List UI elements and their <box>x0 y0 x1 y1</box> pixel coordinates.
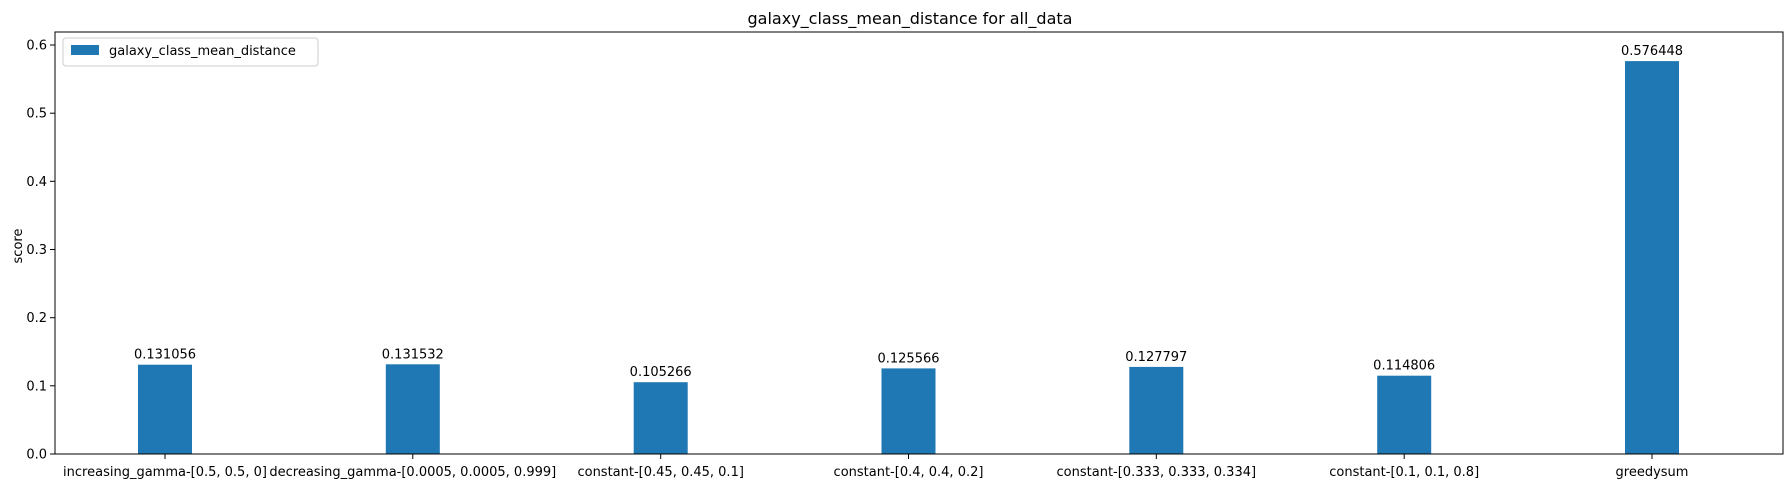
x-tick-label: constant-[0.333, 0.333, 0.334] <box>1057 465 1257 480</box>
bar <box>385 364 440 454</box>
chart-title: galaxy_class_mean_distance for all_data <box>748 9 1073 29</box>
x-tick-label: constant-[0.1, 0.1, 0.8] <box>1329 465 1479 480</box>
legend-swatch <box>71 45 99 55</box>
y-axis-label: score <box>11 229 26 264</box>
bar-value-labels: 0.131056 0.131532 0.105266 0.125566 0.127797… <box>134 44 1683 380</box>
bar-value-label: 0.114806 <box>1373 359 1435 374</box>
x-tick-label: increasing_gamma-[0.5, 0.5, 0] <box>63 465 267 480</box>
bar-value-label: 0.131532 <box>382 347 444 362</box>
y-tick-label: 0.2 <box>26 311 47 326</box>
y-tick-label: 0.4 <box>26 175 47 190</box>
bar <box>1129 366 1184 454</box>
y-tick-label: 0.1 <box>26 379 47 394</box>
y-tick-label: 0.6 <box>26 39 47 54</box>
x-tick-label: decreasing_gamma-[0.0005, 0.0005, 0.999] <box>269 465 556 480</box>
bar <box>1377 375 1432 454</box>
legend-box <box>62 37 319 67</box>
x-axis-ticks: increasing_gamma-[0.5, 0.5, 0] decreasing… <box>63 454 1688 480</box>
x-tick-label: constant-[0.4, 0.4, 0.2] <box>834 465 984 480</box>
x-tick-label: constant-[0.45, 0.45, 0.1] <box>577 465 743 480</box>
plot-frame <box>54 31 1784 455</box>
bar-value-label: 0.105266 <box>630 365 692 380</box>
legend: galaxy_class_mean_distance <box>62 37 319 67</box>
y-tick-label: 0.3 <box>26 243 47 258</box>
bar <box>1625 61 1679 454</box>
x-tick-label: greedysum <box>1616 465 1689 480</box>
bar-value-label: 0.125566 <box>877 351 939 366</box>
bar <box>881 368 936 454</box>
bar-value-label: 0.576448 <box>1621 44 1683 59</box>
y-tick-label: 0.0 <box>26 448 47 463</box>
bar-value-label: 0.127797 <box>1125 350 1187 365</box>
y-axis-ticks: 0.0 0.1 0.2 0.3 0.4 0.5 0.6 <box>26 39 55 463</box>
bar-value-label: 0.131056 <box>134 348 196 363</box>
bars <box>138 61 1679 454</box>
bar <box>138 364 192 454</box>
legend-label: galaxy_class_mean_distance <box>109 44 296 59</box>
bar <box>633 382 688 454</box>
y-tick-label: 0.5 <box>26 107 47 122</box>
